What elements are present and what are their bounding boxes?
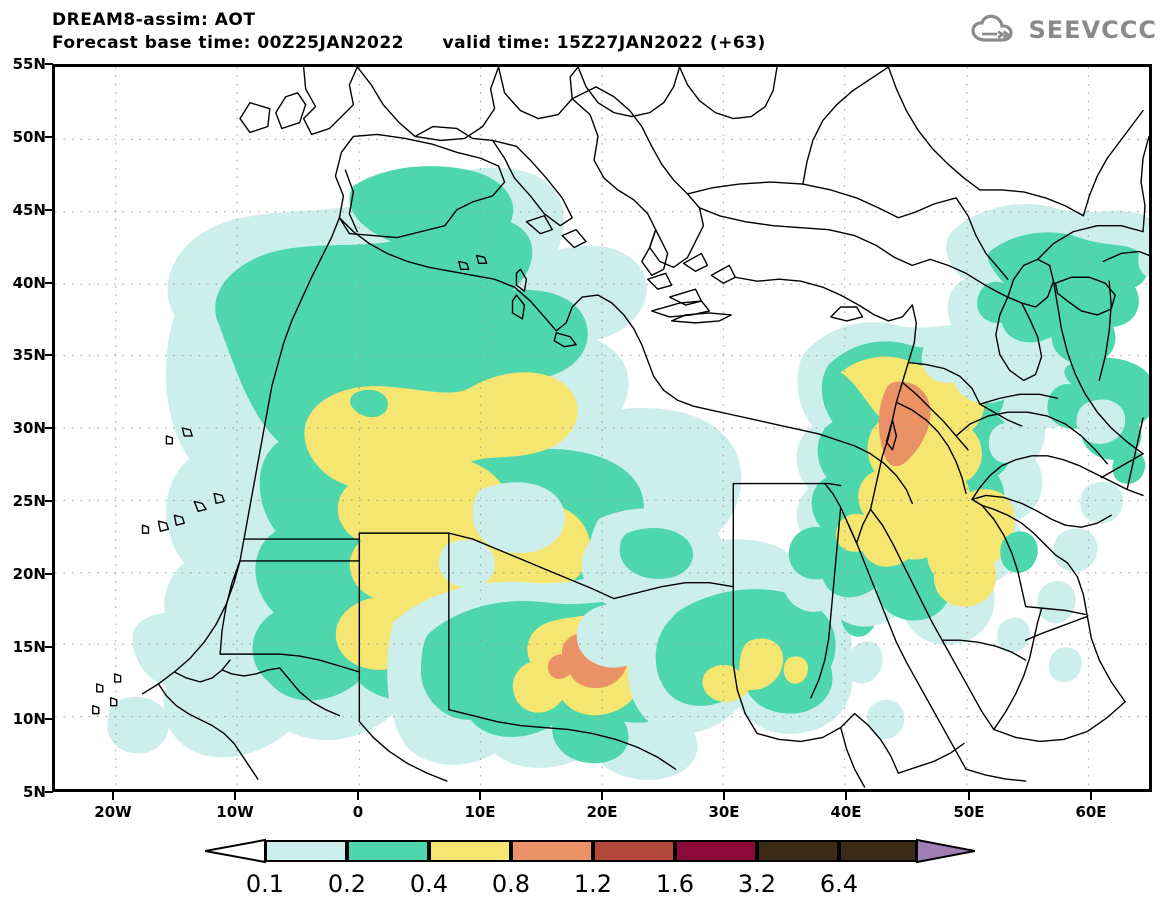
contour-0.1-oman-north [1037, 580, 1076, 624]
x-tick-label-10W: 10W [216, 803, 254, 821]
contour-0.1-uae [1053, 528, 1098, 572]
map-coastlines [92, 67, 1149, 788]
y-tick-mark [45, 63, 53, 65]
colorbar-segment-0.1-0.2 [265, 840, 347, 862]
logo-text: SEEVCCC [1028, 16, 1157, 44]
colorbar-segment-3.2-6.4 [757, 840, 839, 862]
colorbar-tick-1.6: 1.6 [655, 870, 695, 898]
colorbar-segment-0.4-0.8 [429, 840, 511, 862]
y-tick-mark [45, 718, 53, 720]
page-title: DREAM8-assim: AOT [52, 10, 256, 30]
x-tick-label-50E: 50E [953, 803, 985, 821]
colorbar-tick-3.2: 3.2 [737, 870, 777, 898]
x-tick-label-40E: 40E [830, 803, 862, 821]
aot-contour-map [55, 67, 1149, 789]
x-tick-mark [601, 792, 603, 800]
y-tick-label-25N: 25N [12, 492, 46, 510]
contour-0.1-iran-northeast [1076, 399, 1126, 444]
y-tick-label-45N: 45N [12, 201, 46, 219]
x-tick-label-30E: 30E [708, 803, 740, 821]
colorbar-bar: 0.1 0.2 0.4 0.8 1.2 1.6 3.2 6.4 [205, 836, 975, 898]
colorbar-segment-1.2-1.6 [593, 840, 675, 862]
y-tick-mark [45, 791, 53, 793]
y-tick-mark [45, 136, 53, 138]
seevccc-logo: SEEVCCC [970, 12, 1158, 48]
colorbar-segment-6.4-plus [839, 840, 917, 862]
contour-0.1-arabia-west [867, 699, 905, 740]
x-tick-mark [234, 792, 236, 800]
y-tick-label-15N: 15N [12, 638, 46, 656]
colorbar-under-arrow [205, 838, 266, 864]
x-tick-label-10E: 10E [464, 803, 496, 821]
colorbar-tick-6.4: 6.4 [819, 870, 859, 898]
colorbar-legend: 0.1 0.2 0.4 0.8 1.2 1.6 3.2 6.4 [0, 832, 1165, 902]
contour-0.1-iran-west [988, 422, 1032, 464]
contour-0.4-sudan [702, 638, 784, 702]
y-tick-label-5N: 5N [23, 783, 46, 801]
header: DREAM8-assim: AOT Forecast base time: 00… [0, 0, 1165, 60]
contour-0.8-iraq-peak [878, 381, 931, 467]
contour-0.1-libya-west [438, 539, 495, 588]
contour-0.2-turkmenistan-south [1112, 450, 1146, 484]
colorbar-over-arrow [916, 838, 975, 864]
contour-0.2-caspian-east [1041, 292, 1094, 340]
contour-0.2-iberia [349, 166, 514, 251]
y-tick-label-35N: 35N [12, 346, 46, 364]
map-plot-area [52, 64, 1152, 792]
colorbar-segment-0.8-1.2 [511, 840, 593, 862]
colorbar-segment-0.2-0.4 [347, 840, 429, 862]
colorbar-tick-0.2: 0.2 [327, 870, 367, 898]
contour-0.4-red-sea [783, 656, 808, 684]
contour-0.1-guinea-coast [107, 696, 169, 754]
contour-0.1-volga [1138, 241, 1149, 277]
x-tick-mark [1090, 792, 1092, 800]
y-tick-label-55N: 55N [12, 55, 46, 73]
colorbar-tick-0.8: 0.8 [491, 870, 531, 898]
contour-0.1-oman [1048, 647, 1082, 683]
x-tick-label-0: 0 [352, 803, 364, 821]
colorbar-segment-1.6-3.2 [675, 840, 757, 862]
x-tick-mark [357, 792, 359, 800]
x-tick-mark [845, 792, 847, 800]
x-tick-label-20E: 20E [586, 803, 618, 821]
y-tick-label-10N: 10N [12, 710, 46, 728]
y-tick-mark [45, 354, 53, 356]
y-tick-mark [45, 573, 53, 575]
colorbar-tick-0.1: 0.1 [245, 870, 285, 898]
colorbar-tick-0.4: 0.4 [409, 870, 449, 898]
colorbar-tick-1.2: 1.2 [573, 870, 613, 898]
y-tick-mark [45, 427, 53, 429]
contour-0.2-egypt-north [619, 527, 694, 579]
x-tick-mark [112, 792, 114, 800]
contour-0.1-algeria [472, 482, 565, 554]
x-tick-mark [723, 792, 725, 800]
x-tick-mark [968, 792, 970, 800]
x-tick-label-60E: 60E [1075, 803, 1107, 821]
x-tick-label-20W: 20W [94, 803, 132, 821]
contour-0.2-gulf-coast [1000, 531, 1038, 573]
x-tick-mark [479, 792, 481, 800]
contour-0.1-iran [1080, 481, 1124, 524]
y-tick-mark [45, 500, 53, 502]
y-tick-label-30N: 30N [12, 419, 46, 437]
contour-0.1-senegal [132, 612, 213, 688]
cloud-wind-icon [970, 14, 1013, 42]
y-tick-mark [45, 282, 53, 284]
contour-0.1-red-sea-coast [845, 641, 883, 684]
y-tick-label-50N: 50N [12, 128, 46, 146]
y-tick-mark [45, 646, 53, 648]
aot-contour-fills [107, 166, 1149, 780]
y-tick-label-20N: 20N [12, 565, 46, 583]
contour-0.1-oman-interior [997, 617, 1030, 653]
forecast-time-line: Forecast base time: 00Z25JAN2022 valid t… [52, 33, 766, 53]
y-tick-mark [45, 209, 53, 211]
y-tick-label-40N: 40N [12, 274, 46, 292]
